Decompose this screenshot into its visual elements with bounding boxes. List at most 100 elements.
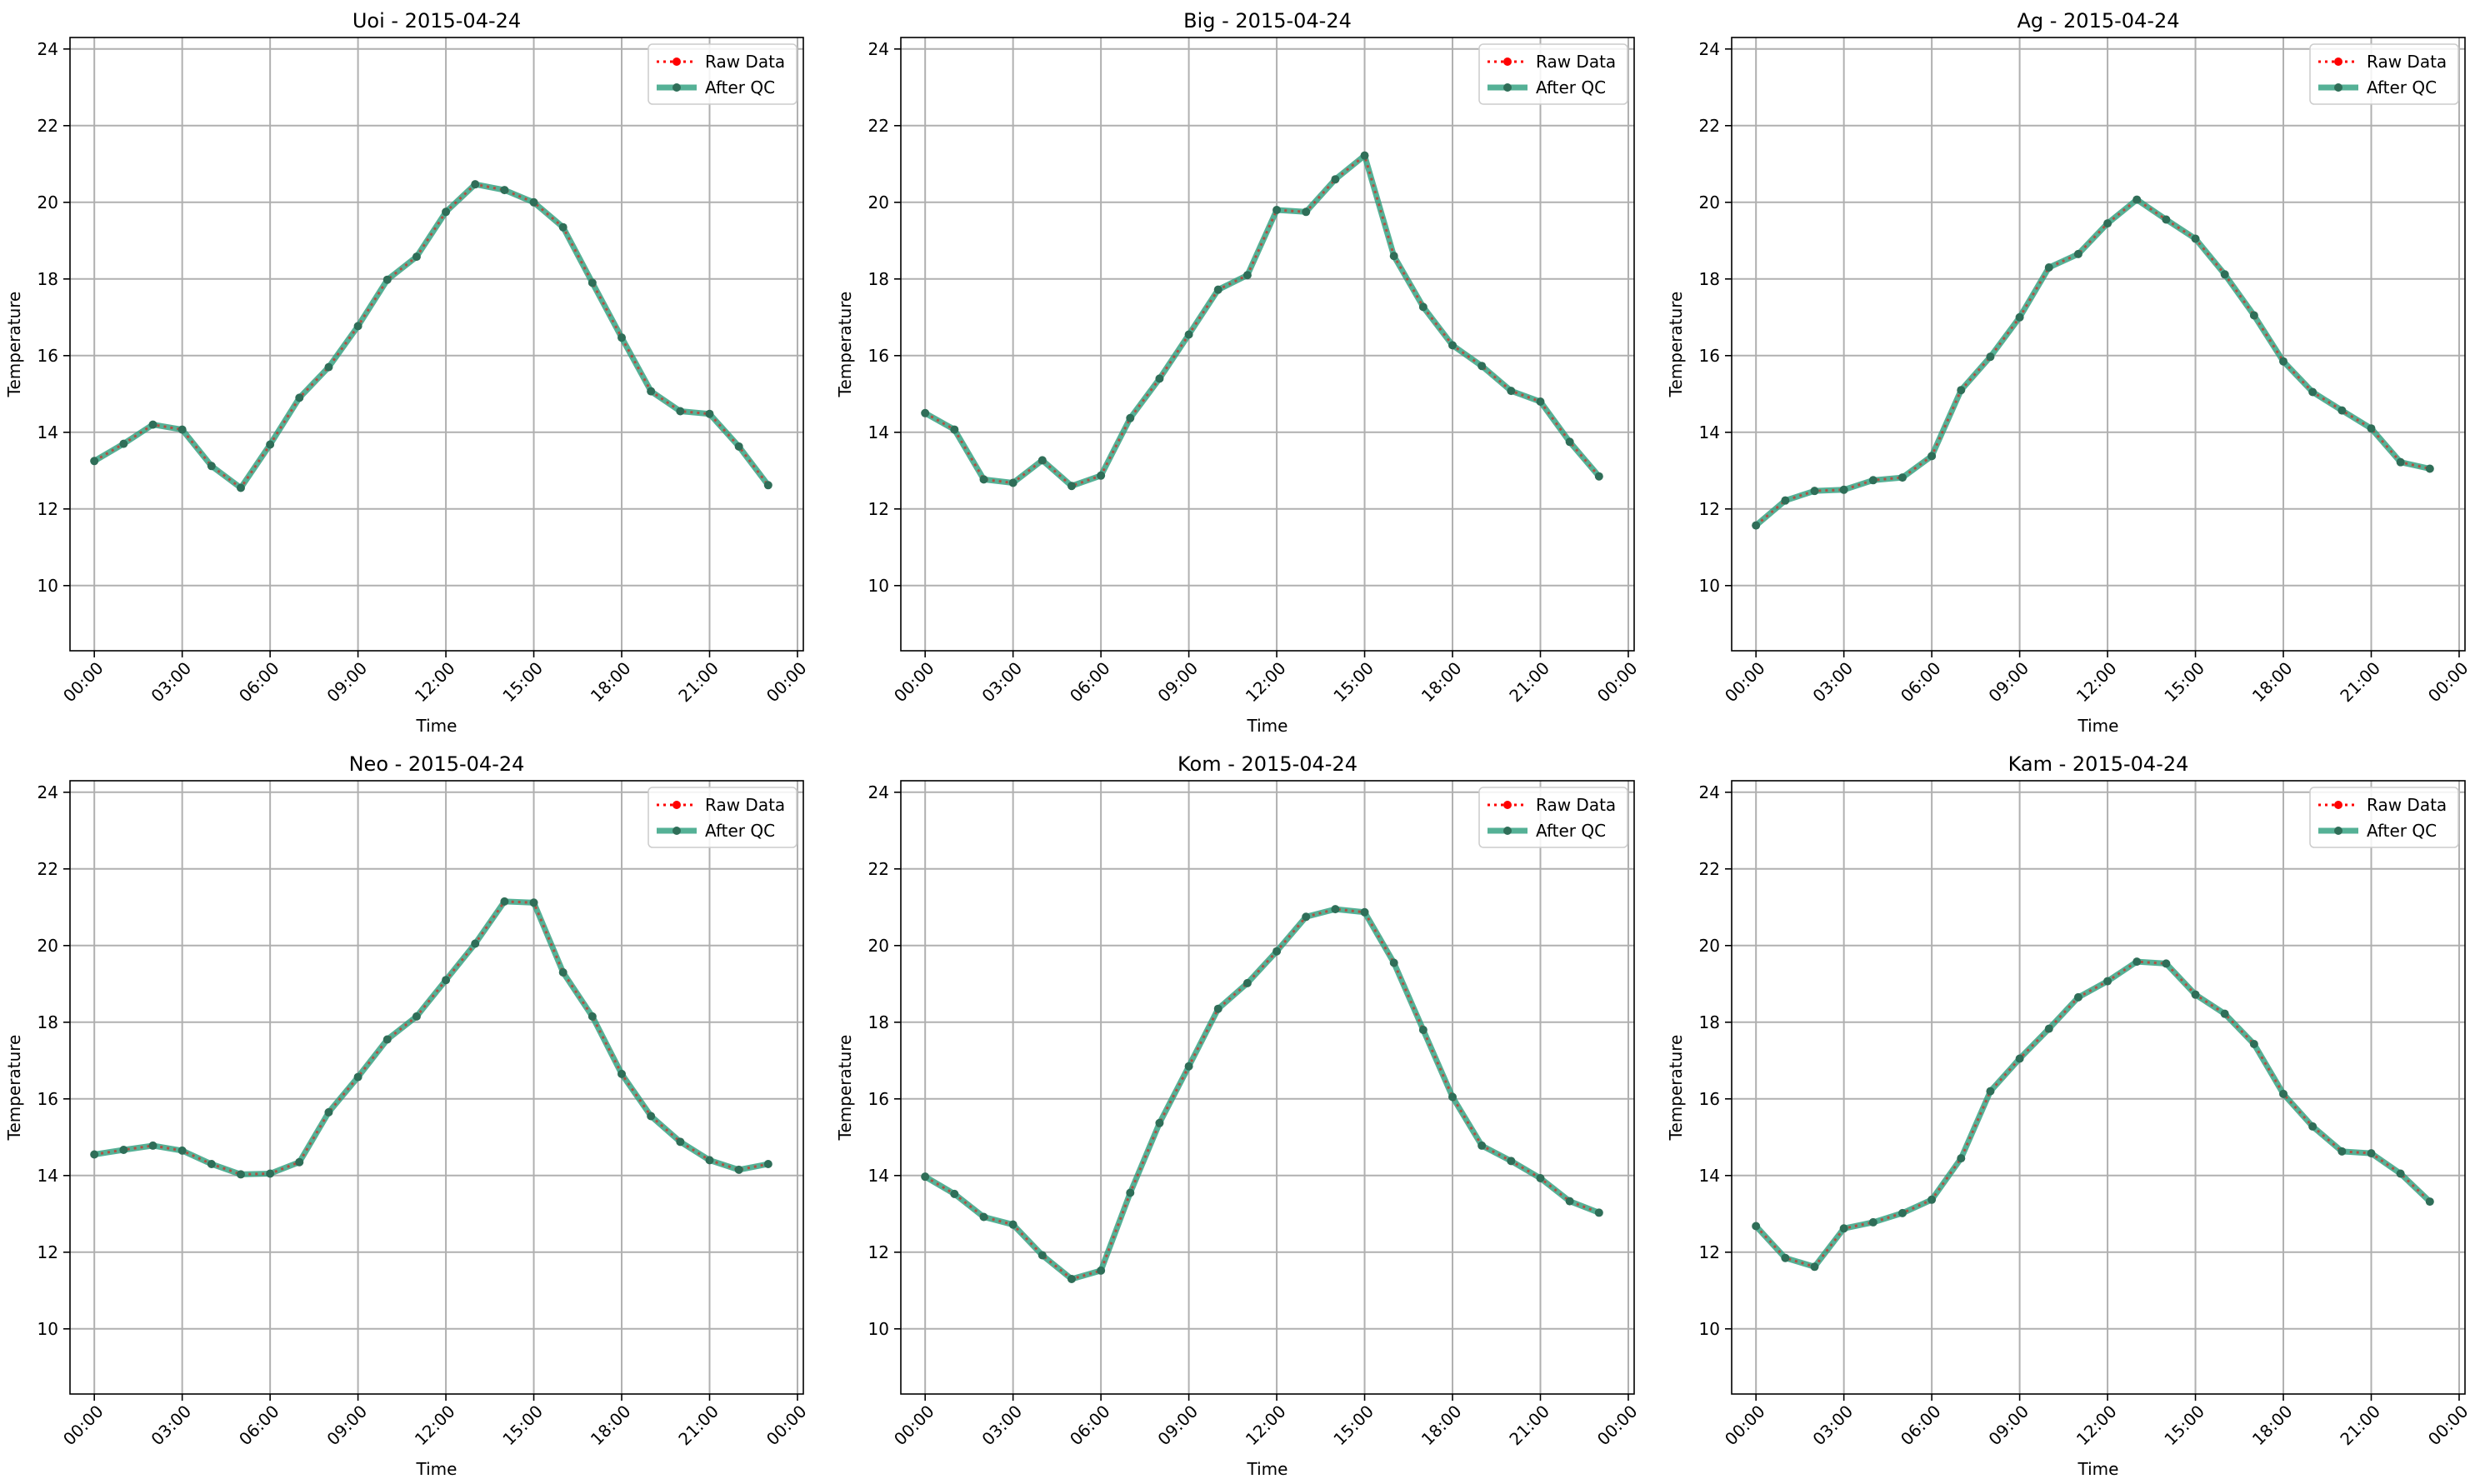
legend-marker-raw-data <box>1503 801 1512 809</box>
x-tick-label: 03:00 <box>147 658 195 707</box>
y-tick-label: 16 <box>38 346 58 366</box>
data-point <box>2162 215 2171 224</box>
legend-label-after-qc: After QC <box>2367 821 2437 841</box>
data-point <box>471 180 480 189</box>
data-point <box>1184 1062 1193 1071</box>
y-tick-label: 14 <box>38 422 58 442</box>
data-point <box>529 197 538 207</box>
data-point <box>950 1189 959 1198</box>
y-tick-label: 18 <box>868 1012 889 1032</box>
data-point <box>1781 496 1790 505</box>
series-line-after-qc <box>1753 958 2432 1270</box>
y-tick-label: 20 <box>868 936 889 956</box>
data-point <box>500 186 509 195</box>
data-point <box>1126 413 1135 422</box>
data-point <box>1360 907 1369 917</box>
axes-frame <box>900 37 1635 652</box>
y-tick-label: 10 <box>38 576 58 596</box>
data-point <box>647 387 656 396</box>
data-point <box>353 322 362 331</box>
data-point <box>1067 482 1076 491</box>
y-tick-label: 10 <box>38 1319 58 1339</box>
y-axis-label: Temperature <box>4 1035 24 1142</box>
x-tick-label: 00:00 <box>1593 658 1642 707</box>
y-tick-label: 20 <box>38 936 58 956</box>
x-tick-label: 21:00 <box>1505 658 1553 707</box>
data-point <box>588 278 597 287</box>
x-tick-label: 06:00 <box>1066 1402 1114 1450</box>
y-tick-label: 20 <box>38 192 58 212</box>
legend-marker-after-qc <box>1503 83 1512 92</box>
legend-label-raw-data: Raw Data <box>1536 52 1616 72</box>
legend-label-after-qc: After QC <box>705 821 775 841</box>
data-point <box>1536 397 1545 406</box>
data-point <box>2220 1009 2229 1018</box>
series-line-after-qc <box>92 181 771 491</box>
legend: Raw Data After QC <box>648 43 798 105</box>
x-tick-label: 09:00 <box>1153 1402 1202 1450</box>
data-point <box>324 1107 333 1117</box>
data-point <box>763 481 772 490</box>
data-point <box>2044 263 2053 272</box>
y-tick-label: 22 <box>38 859 58 879</box>
data-point <box>618 1069 627 1078</box>
x-tick-label: 21:00 <box>674 658 722 707</box>
data-point <box>119 439 128 448</box>
y-tick-label: 24 <box>1699 39 1720 59</box>
data-point <box>2191 234 2200 243</box>
chart-title: Big - 2015-04-24 <box>1183 9 1352 32</box>
y-axis-label: Temperature <box>835 292 855 398</box>
data-point <box>442 207 451 217</box>
data-point <box>2015 312 2024 322</box>
x-tick-label: 12:00 <box>2072 1402 2121 1450</box>
x-tick-label: 18:00 <box>2248 658 2297 707</box>
x-tick-label: 21:00 <box>1505 1402 1553 1450</box>
legend-label-raw-data: Raw Data <box>2367 52 2447 72</box>
data-point <box>236 1170 245 1179</box>
x-tick-label: 15:00 <box>2160 658 2208 707</box>
data-point <box>1536 1174 1545 1183</box>
x-tick-label: 00:00 <box>890 658 938 707</box>
y-tick-label: 20 <box>1699 936 1720 956</box>
data-point <box>1507 1157 1516 1166</box>
x-tick-label: 00:00 <box>1593 1402 1642 1450</box>
data-point <box>2367 1149 2376 1158</box>
data-point <box>1810 1262 1819 1272</box>
legend: Raw Data After QC <box>1478 43 1628 105</box>
data-point <box>2073 992 2082 1002</box>
data-point <box>1957 1154 1966 1163</box>
y-tick-label: 16 <box>1699 346 1720 366</box>
data-point <box>2162 959 2171 968</box>
data-point <box>676 1137 685 1147</box>
y-tick-label: 16 <box>868 346 889 366</box>
y-tick-label: 18 <box>868 269 889 289</box>
data-point <box>1389 958 1398 967</box>
data-point <box>1302 912 1311 922</box>
axes-frame <box>1731 37 2466 652</box>
y-tick-label: 24 <box>38 39 58 59</box>
legend-label-raw-data: Raw Data <box>1536 795 1616 815</box>
legend-marker-raw-data <box>672 57 681 66</box>
data-point <box>647 1112 656 1121</box>
data-point <box>1038 1251 1047 1260</box>
y-tick-label: 22 <box>38 116 58 136</box>
subplot-6: 10 12 14 16 18 20 22 24 00:00 03:00 06:00 09:00 12:0… <box>1666 752 2472 1479</box>
data-point <box>1448 341 1458 350</box>
x-tick-label: 21:00 <box>2336 1402 2384 1450</box>
x-tick-label: 15:00 <box>2160 1402 2208 1450</box>
data-point <box>2396 457 2405 467</box>
chart-title: Uoi - 2015-04-24 <box>352 9 521 32</box>
x-tick-label: 12:00 <box>411 1402 459 1450</box>
x-tick-label: 03:00 <box>1808 1402 1857 1450</box>
y-tick-label: 22 <box>1699 116 1720 136</box>
x-tick-label: 15:00 <box>1329 658 1378 707</box>
legend-marker-raw-data <box>2334 801 2342 809</box>
data-point <box>1868 476 1878 485</box>
data-point <box>2425 464 2434 473</box>
x-tick-label: 09:00 <box>1153 658 1202 707</box>
x-tick-label: 03:00 <box>1808 658 1857 707</box>
chart-title: Neo - 2015-04-24 <box>349 752 525 776</box>
y-tick-label: 12 <box>1699 499 1720 519</box>
data-point <box>1839 485 1848 494</box>
x-axis-label: Time <box>416 1459 458 1479</box>
